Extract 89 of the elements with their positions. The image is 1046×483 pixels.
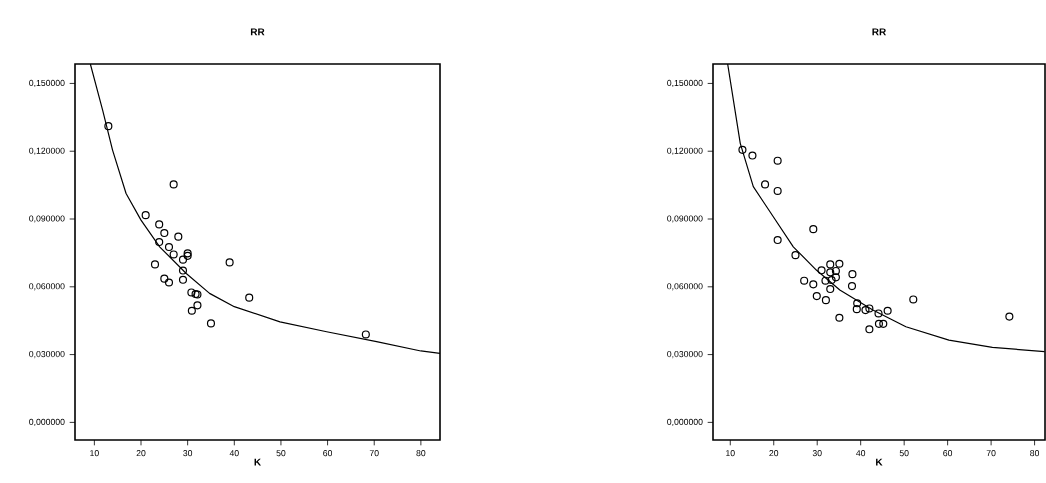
point (800, 276, 809, 285)
point (773, 156, 782, 165)
point (909, 295, 918, 304)
point (821, 296, 830, 305)
point (831, 266, 840, 276)
x-tick-label: 30 (812, 450, 822, 457)
point (1005, 312, 1014, 321)
point (738, 145, 747, 154)
point (155, 237, 164, 247)
point (178, 275, 188, 284)
y-tick-label: 0,120000 (667, 147, 703, 155)
x-axis-title: K (254, 458, 262, 466)
point (817, 266, 826, 275)
point (104, 122, 113, 131)
point (874, 319, 884, 328)
point (245, 293, 254, 302)
point (809, 280, 818, 289)
x-tick-label: 10 (726, 450, 735, 457)
point (826, 284, 835, 294)
point (187, 288, 196, 297)
point (812, 292, 821, 301)
x-tick-label: 40 (856, 450, 866, 457)
y-tick-label: 0,060000 (29, 283, 65, 291)
y-tick-label: 0,030000 (667, 351, 703, 359)
point (361, 330, 370, 339)
y-tick-label: 0,000000 (29, 418, 65, 426)
point (865, 304, 874, 313)
point (141, 211, 150, 220)
point (826, 260, 835, 269)
point (160, 228, 169, 238)
x-tick-label: 80 (416, 450, 426, 457)
point (826, 268, 835, 277)
point (835, 313, 844, 322)
point (206, 319, 216, 328)
point (835, 259, 844, 268)
y-tick-label: 0,120000 (29, 147, 65, 155)
x-tick-label: 80 (1030, 450, 1040, 457)
x-tick-label: 50 (276, 450, 286, 457)
x-tick-label: 60 (943, 450, 953, 457)
y-tick-label: 0,000000 (667, 418, 703, 426)
point (827, 275, 836, 285)
point (821, 276, 830, 285)
point (865, 325, 874, 334)
point (773, 235, 782, 245)
point (773, 186, 782, 196)
point (879, 319, 888, 328)
point (760, 180, 770, 189)
point (193, 301, 202, 310)
x-tick-label: 30 (183, 450, 193, 457)
point (155, 220, 164, 229)
point (178, 255, 188, 264)
x-tick-label: 20 (769, 450, 779, 457)
point (178, 266, 188, 275)
y-tick-label: 0,090000 (29, 215, 65, 223)
x-tick-label: 70 (986, 450, 996, 457)
point (852, 305, 861, 314)
point (169, 180, 178, 189)
point (187, 306, 196, 315)
chart-title: RR (872, 28, 887, 36)
point (883, 306, 892, 315)
point (748, 151, 757, 160)
y-tick-label: 0,060000 (667, 283, 703, 291)
y-tick-label: 0,030000 (29, 351, 65, 359)
point (831, 273, 840, 282)
y-tick-label: 0,150000 (29, 79, 65, 88)
x-tick-label: 60 (323, 450, 333, 457)
point (225, 258, 234, 267)
point (150, 260, 160, 269)
y-tick-label: 0,090000 (667, 215, 703, 223)
point (160, 274, 169, 283)
point (174, 232, 183, 241)
point (848, 270, 857, 279)
point (809, 225, 818, 234)
point (861, 306, 870, 315)
y-tick-label: 0,150000 (667, 79, 703, 88)
x-tick-label: 20 (136, 450, 146, 457)
x-axis-title: K (876, 458, 883, 466)
point (874, 309, 883, 318)
x-tick-label: 40 (229, 450, 239, 457)
point (853, 299, 862, 308)
point (169, 250, 178, 259)
point (791, 251, 800, 260)
chart-title: RR (250, 28, 265, 36)
point (847, 282, 857, 291)
x-tick-label: 10 (90, 450, 99, 457)
x-tick-label: 70 (369, 450, 379, 457)
x-tick-label: 50 (899, 450, 909, 457)
point (164, 278, 174, 287)
point (164, 242, 174, 252)
